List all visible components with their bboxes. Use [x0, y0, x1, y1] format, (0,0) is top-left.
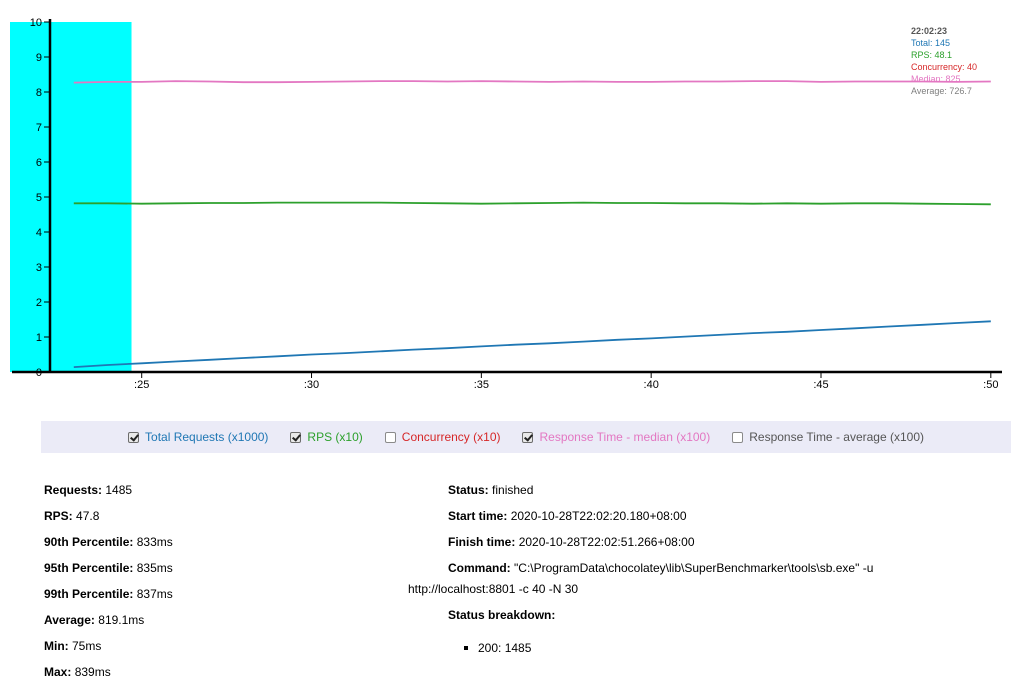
y-tick-label: 5	[36, 192, 42, 204]
y-tick-label: 9	[36, 52, 42, 64]
stat-requests-label: Requests:	[44, 483, 103, 497]
stat-p95-value: 835ms	[136, 561, 173, 575]
stat-requests: Requests: 1485	[44, 483, 132, 497]
tooltip-rps: RPS: 48.1	[911, 50, 952, 60]
x-tick-label: :45	[813, 379, 828, 391]
stat-max-value: 839ms	[74, 665, 111, 679]
series-line-0	[73, 320, 991, 368]
stat-p99-label: 99th Percentile:	[44, 587, 134, 601]
x-tick-label: :25	[134, 379, 149, 391]
legend-concurrency-label[interactable]: Concurrency (x10)	[401, 430, 501, 444]
stat-p95: 95th Percentile: 835ms	[44, 561, 173, 575]
stat-status: Status: finished	[448, 483, 533, 497]
stat-start-time: Start time: 2020-10-28T22:02:20.180+08:0…	[448, 509, 687, 523]
legend-average-checkbox[interactable]	[732, 431, 744, 443]
stat-rps-label: RPS:	[44, 509, 73, 523]
stat-finish-time: Finish time: 2020-10-28T22:02:51.266+08:…	[448, 535, 695, 549]
stat-p99: 99th Percentile: 837ms	[44, 587, 173, 601]
x-tick-label: :35	[474, 379, 489, 391]
chart-legend: Total Requests (x1000) RPS (x10) Concurr…	[41, 421, 1011, 453]
stat-requests-value: 1485	[105, 483, 133, 497]
stat-start-time-value: 2020-10-28T22:02:20.180+08:00	[510, 509, 687, 523]
stat-finish-time-label: Finish time:	[448, 535, 516, 549]
stat-start-time-label: Start time:	[448, 509, 508, 523]
status-breakdown-item: 200: 1485	[464, 641, 531, 655]
stat-p95-label: 95th Percentile:	[44, 561, 134, 575]
stat-status-breakdown: Status breakdown:	[448, 608, 555, 622]
stat-status-value: finished	[492, 483, 534, 497]
legend-total-requests-label[interactable]: Total Requests (x1000)	[145, 430, 269, 444]
legend-rps-checkbox[interactable]	[290, 431, 302, 443]
tooltip-median: Median: 825	[911, 74, 961, 84]
stat-rps-value: 47.8	[76, 509, 100, 523]
legend-total-requests[interactable]: Total Requests (x1000)	[128, 430, 268, 444]
y-tick-label: 10	[30, 17, 42, 29]
legend-total-requests-checkbox[interactable]	[128, 431, 140, 443]
stat-p90-label: 90th Percentile:	[44, 535, 134, 549]
legend-median-checkbox[interactable]	[522, 431, 534, 443]
legend-rps-label[interactable]: RPS (x10)	[307, 430, 363, 444]
chart: 012345678910 :25:30:35:40:45:50 22:02:23…	[10, 17, 1002, 391]
tooltip-average: Average: 726.7	[911, 86, 972, 96]
stat-finish-time-value: 2020-10-28T22:02:51.266+08:00	[518, 535, 695, 549]
legend-concurrency-checkbox[interactable]	[384, 431, 396, 443]
status-breakdown-value: 200: 1485	[478, 641, 532, 655]
stat-rps: RPS: 47.8	[44, 509, 99, 523]
y-tick-label: 6	[36, 157, 42, 169]
stat-command-label: Command:	[448, 561, 511, 575]
stat-average: Average: 819.1ms	[44, 613, 144, 627]
tooltip-concurrency: Concurrency: 40	[911, 62, 977, 72]
series-line-2	[73, 80, 991, 84]
x-axis: :25 :30 :35 :40 :45 :50	[12, 370, 1002, 391]
chart-series-group	[73, 80, 991, 368]
stat-status-breakdown-label: Status breakdown:	[448, 608, 556, 622]
stat-command-continued: http://localhost:8801 -c 40 -N 30	[408, 582, 579, 596]
stat-min: Min: 75ms	[44, 639, 101, 653]
chart-tooltip: 22:02:23 Total: 145 RPS: 48.1 Concurrenc…	[911, 26, 977, 96]
y-tick-label: 7	[36, 122, 42, 134]
legend-concurrency[interactable]: Concurrency (x10)	[384, 430, 501, 444]
stat-min-label: Min:	[44, 639, 69, 653]
y-tick-label: 4	[36, 227, 42, 239]
stat-p99-value: 837ms	[136, 587, 173, 601]
legend-rps[interactable]: RPS (x10)	[290, 430, 363, 444]
y-tick-label: 2	[36, 297, 42, 309]
legend-average[interactable]: Response Time - average (x100)	[732, 430, 924, 444]
stat-p90: 90th Percentile: 833ms	[44, 535, 173, 549]
chart-highlight-region[interactable]	[10, 22, 132, 372]
y-tick-label: 3	[36, 262, 42, 274]
stat-max: Max: 839ms	[44, 665, 111, 679]
legend-average-label[interactable]: Response Time - average (x100)	[749, 430, 924, 444]
stat-command-value: "C:\ProgramData\chocolatey\lib\SuperBenc…	[514, 561, 874, 575]
x-tick-label: :30	[304, 379, 319, 391]
y-tick-label: 1	[36, 332, 42, 344]
tooltip-time: 22:02:23	[911, 26, 947, 36]
stat-average-label: Average:	[44, 613, 95, 627]
x-tick-label: :40	[644, 379, 659, 391]
series-line-1	[73, 201, 991, 206]
stat-max-label: Max:	[44, 665, 72, 679]
legend-median-label[interactable]: Response Time - median (x100)	[539, 430, 711, 444]
y-tick-label: 8	[36, 87, 42, 99]
stat-min-value: 75ms	[72, 639, 102, 653]
stat-status-label: Status:	[448, 483, 489, 497]
stat-average-value: 819.1ms	[98, 613, 145, 627]
bullet-icon	[464, 646, 468, 650]
tooltip-total: Total: 145	[911, 38, 950, 48]
stat-p90-value: 833ms	[136, 535, 173, 549]
x-tick-label: :50	[983, 379, 998, 391]
stat-command: Command: "C:\ProgramData\chocolatey\lib\…	[448, 561, 873, 575]
legend-median[interactable]: Response Time - median (x100)	[522, 430, 710, 444]
